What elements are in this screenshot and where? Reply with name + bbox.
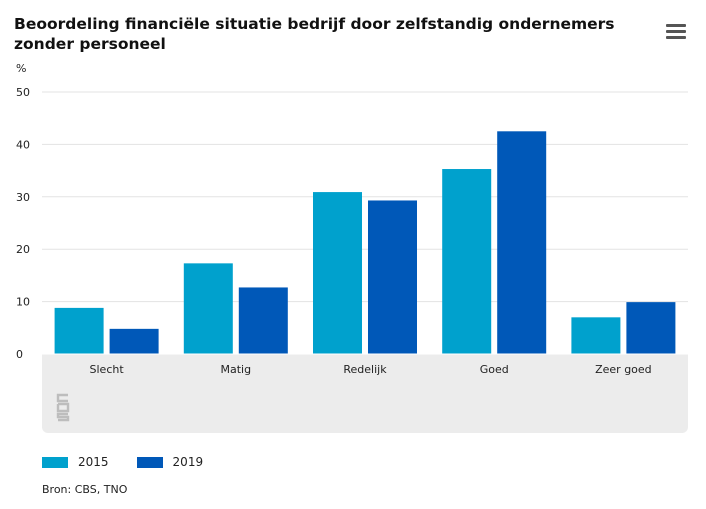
y-tick-label: 0: [16, 348, 23, 361]
x-tick-label: Slecht: [90, 363, 125, 376]
x-tick-label: Matig: [221, 363, 252, 376]
x-tick-label: Redelijk: [343, 363, 387, 376]
y-tick-label: 20: [16, 243, 30, 256]
bar-2019-zeer-goed: [626, 302, 676, 354]
bar-2019-goed: [497, 131, 547, 354]
legend-item-2019[interactable]: 2019: [136, 455, 204, 469]
legend-swatch-2015: [42, 456, 68, 468]
bar-2015-zeer-goed: [571, 317, 621, 354]
legend-label-2015: 2015: [78, 455, 109, 469]
bar-2019-matig: [238, 287, 288, 354]
legend: 2015 2019: [42, 455, 231, 469]
bar-2015-goed: [442, 169, 492, 354]
y-tick-label: 30: [16, 191, 30, 204]
y-tick-label: 40: [16, 138, 30, 151]
bar-2015-matig: [183, 263, 233, 354]
x-axis-band-top: [42, 354, 688, 362]
y-tick-label: 50: [16, 86, 30, 99]
x-axis-band: [42, 354, 688, 433]
bar-chart: 0 10 20 30 40 50 Slecht Matig Redelijk Goed Zeer g…: [16, 86, 688, 433]
y-axis-unit: %: [16, 62, 27, 75]
bar-2019-redelijk: [368, 200, 417, 354]
bar-2015-redelijk: [313, 192, 362, 354]
bar-2019-slecht: [109, 328, 159, 354]
source-note: Bron: CBS, TNO: [42, 483, 128, 496]
legend-swatch-2019: [136, 456, 163, 468]
chart-title: Beoordeling financiële situatie bedrijf …: [14, 15, 615, 53]
y-tick-label: 10: [16, 296, 30, 309]
legend-label-2019: 2019: [172, 455, 204, 469]
cbs-logo: [56, 393, 70, 422]
x-tick-label: Zeer goed: [595, 363, 652, 376]
legend-item-2015[interactable]: 2015: [42, 455, 109, 469]
x-tick-label: Goed: [480, 363, 509, 376]
bar-2015-slecht: [54, 307, 104, 354]
menu-icon[interactable]: [666, 24, 686, 40]
